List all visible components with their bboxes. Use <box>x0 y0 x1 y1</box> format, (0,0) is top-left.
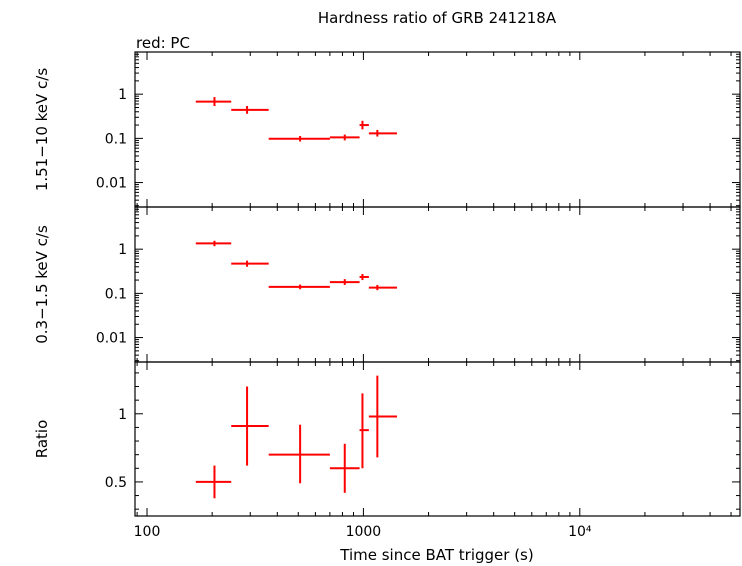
y-tick-label: 0.01 <box>96 331 127 347</box>
data-point <box>195 97 232 107</box>
data-point <box>195 465 232 499</box>
y-tick-label: 0.01 <box>96 176 127 192</box>
data-point <box>359 273 369 281</box>
data-point <box>231 260 269 267</box>
data-point <box>268 424 330 484</box>
y-tick-label: 0.5 <box>105 475 127 491</box>
data-point <box>359 120 369 130</box>
y-axis-label: 0.3−1.5 keV c/s <box>33 225 51 344</box>
data-point <box>368 129 398 137</box>
y-tick-label: 1 <box>118 87 127 103</box>
x-tick-label: 100 <box>134 524 161 540</box>
legend-label: red: PC <box>136 34 190 52</box>
panel-ratio: 0.5 1 Ratio <box>33 361 741 517</box>
data-point <box>359 393 369 469</box>
x-tick-label: 10⁴ <box>568 524 592 540</box>
chart-title: Hardness ratio of GRB 241218A <box>318 9 557 27</box>
data-point <box>329 443 360 493</box>
y-axis-label: Ratio <box>33 420 51 459</box>
plot-panels: 0.01 0.1 1 1.51−10 keV c/s 0.01 0.1 1 0.3−1.5 k… <box>33 51 741 517</box>
panel-frame <box>134 361 741 517</box>
panel-hard: 0.01 0.1 1 1.51−10 keV c/s <box>33 51 741 208</box>
data-point <box>368 284 398 291</box>
x-tick-label: 1000 <box>346 524 382 540</box>
y-tick-label: 0.1 <box>105 286 127 302</box>
data-point <box>268 284 330 290</box>
data-point <box>368 375 398 458</box>
data-point <box>231 386 269 466</box>
panel-frame <box>134 206 741 363</box>
data-point <box>231 106 269 114</box>
y-tick-label: 0.1 <box>105 131 127 147</box>
panel-soft: 0.01 0.1 1 0.3−1.5 keV c/s <box>33 206 741 363</box>
data-point <box>329 279 360 285</box>
panel-frame <box>134 51 741 208</box>
data-point <box>195 240 232 247</box>
data-point <box>329 134 360 141</box>
y-tick-label: 1 <box>118 407 127 423</box>
x-axis-tick-labels: 100 1000 10⁴ <box>134 524 592 540</box>
y-axis-label: 1.51−10 keV c/s <box>33 68 51 192</box>
y-tick-label: 1 <box>118 242 127 258</box>
x-axis-label: Time since BAT trigger (s) <box>339 546 533 564</box>
data-point <box>268 136 330 142</box>
